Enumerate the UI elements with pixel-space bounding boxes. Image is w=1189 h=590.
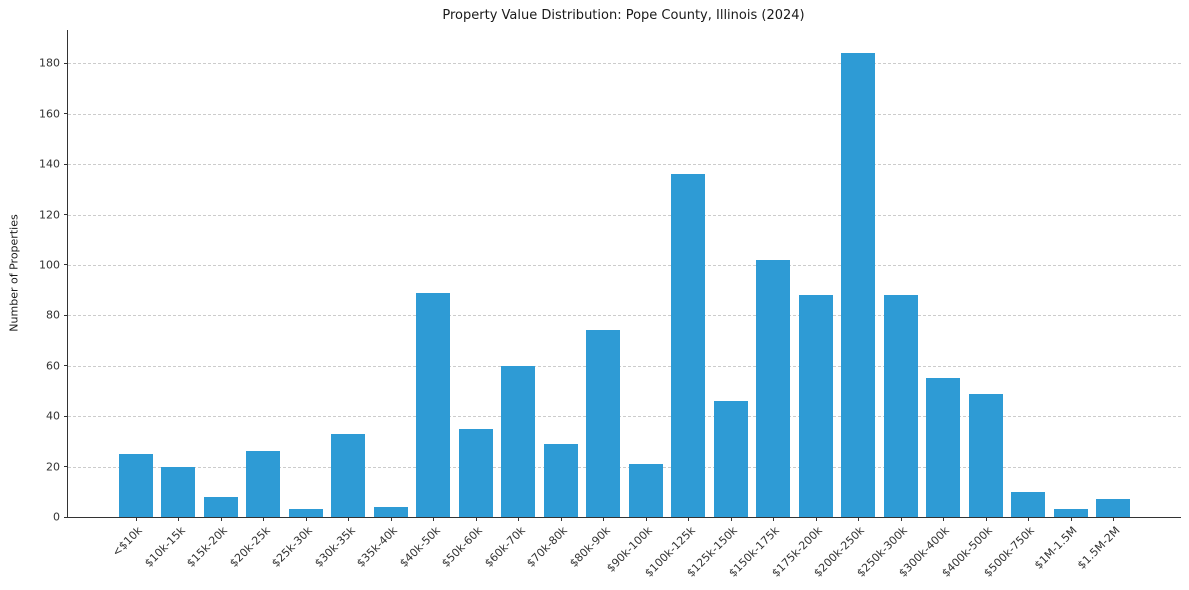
y-tick-label: 160 [39, 107, 60, 121]
gridline [68, 365, 1181, 367]
x-tick-mark [900, 517, 902, 521]
bar [203, 496, 238, 517]
x-tick-mark [943, 517, 945, 521]
y-tick-mark [64, 214, 68, 215]
x-tick-label-text: $35k-40k [354, 524, 401, 570]
gridline [68, 113, 1181, 115]
x-tick-mark [475, 517, 477, 521]
bar [1096, 499, 1131, 517]
x-tick-mark [815, 517, 817, 521]
x-tick-label-text: <$10k [110, 524, 146, 560]
y-tick-label: 140 [39, 157, 60, 171]
x-tick-mark [220, 517, 222, 521]
bar [501, 365, 536, 517]
y-tick-label: 0 [53, 510, 60, 524]
y-tick-mark [64, 365, 68, 367]
gridline [68, 315, 1181, 317]
gridline [68, 264, 1181, 266]
y-tick-mark [64, 163, 68, 165]
y-tick-label: 20 [46, 460, 60, 474]
chart-title: Property Value Distribution: Pope County… [442, 8, 805, 23]
bar [373, 506, 408, 517]
x-tick-mark [560, 517, 562, 521]
y-tick-mark [64, 466, 68, 468]
x-tick-mark [773, 517, 775, 521]
x-tick-label-text: $1.5M-2M [1074, 524, 1123, 572]
x-tick-mark [1028, 517, 1030, 521]
gridline [68, 466, 1181, 468]
x-tick-label-text: $10k-15k [141, 524, 188, 570]
bar [288, 509, 323, 517]
x-tick-label-text: $25k-30k [269, 524, 316, 570]
y-tick-label: 60 [46, 359, 60, 373]
y-tick-label: 180 [39, 56, 60, 70]
x-tick-mark [433, 517, 435, 521]
x-tick-label-text: $1M-1.5M [1032, 524, 1080, 572]
gridline [68, 214, 1181, 216]
bar [841, 53, 876, 517]
y-tick-mark [64, 264, 68, 266]
gridline [68, 164, 1181, 166]
bar [926, 378, 961, 517]
y-tick-label: 100 [39, 258, 60, 272]
x-tick-mark [858, 517, 860, 521]
x-tick-label-text: $15k-20k [184, 524, 231, 570]
x-tick-mark [305, 517, 307, 521]
y-tick-mark [64, 415, 68, 417]
plot-area: 0 20 40 60 80 100 120 140 160 180 <$10k $10k-15k $15… [39, 30, 1181, 580]
x-tick-mark [390, 517, 392, 521]
x-tick-mark [730, 517, 732, 521]
x-tick-mark [263, 517, 265, 521]
y-tick-mark [64, 113, 68, 115]
bar [756, 259, 791, 517]
x-tick-mark [178, 517, 180, 521]
gridline [68, 416, 1181, 418]
gridline [68, 63, 1181, 65]
x-tick-mark [645, 517, 647, 521]
x-tick-label-text: $40k-50k [396, 524, 443, 570]
x-tick-mark [1070, 517, 1072, 521]
bar [586, 330, 621, 517]
bar [543, 443, 578, 517]
y-tick-label: 40 [46, 409, 60, 423]
bar [628, 464, 663, 517]
x-tick-mark [135, 517, 137, 521]
y-tick-label: 120 [39, 208, 60, 221]
x-tick-mark [518, 517, 520, 521]
x-tick-mark [603, 517, 605, 521]
bar [1011, 491, 1046, 517]
x-tick-mark [1113, 517, 1115, 521]
x-tick-label-text: $30k-35k [311, 524, 358, 570]
bar [118, 453, 153, 517]
bar [798, 295, 833, 517]
x-tick-label-text: $60k-70k [481, 524, 528, 570]
bar [161, 466, 196, 517]
bar [968, 393, 1003, 517]
bar [671, 174, 706, 517]
bar [416, 292, 451, 517]
y-tick-mark [64, 516, 68, 518]
bar [458, 428, 493, 517]
x-tick-mark [348, 517, 350, 521]
x-tick-mark [688, 517, 690, 521]
y-tick-label: 80 [46, 308, 60, 322]
bar [883, 295, 918, 517]
y-tick-mark [64, 314, 68, 316]
y-axis-label: Number of Properties [7, 214, 21, 332]
x-tick-label-text: $20k-25k [226, 524, 273, 570]
x-tick-label-text: $50k-60k [439, 524, 486, 570]
bar [246, 451, 281, 517]
bar [331, 433, 366, 517]
bar [713, 401, 748, 517]
y-tick-mark [64, 62, 68, 64]
x-tick-mark [985, 517, 987, 521]
x-tick-label-text: $70k-80k [524, 524, 570, 570]
bar [1053, 509, 1088, 517]
